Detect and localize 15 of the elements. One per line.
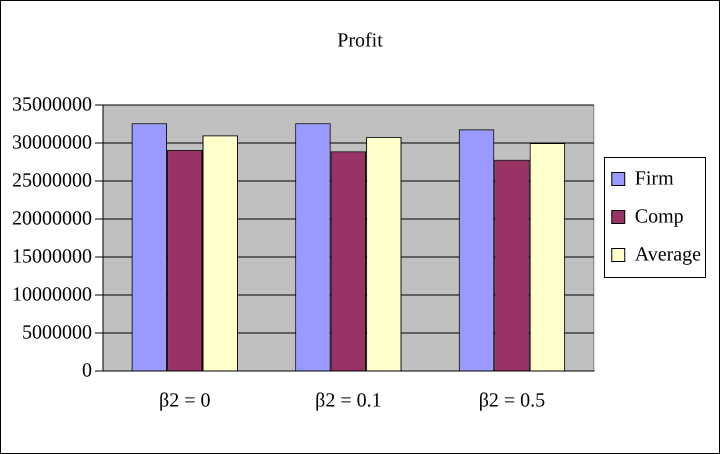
y-tick-label: 20000000 bbox=[12, 207, 92, 230]
x-tick-label: β2 = 0.5 bbox=[478, 389, 546, 412]
legend-label: Firm bbox=[634, 167, 674, 190]
x-tick-label: β2 = 0.1 bbox=[315, 389, 382, 412]
y-tick-label: 10000000 bbox=[12, 283, 92, 306]
y-tick-label: 30000000 bbox=[12, 131, 92, 154]
y-tick-label: 35000000 bbox=[12, 93, 92, 116]
chart-title: Profit bbox=[337, 29, 384, 52]
legend-label: Average bbox=[634, 243, 702, 266]
y-tick-label: 15000000 bbox=[12, 245, 92, 268]
y-tick-label: 25000000 bbox=[12, 169, 92, 192]
legend-label: Comp bbox=[634, 205, 684, 228]
x-tick-label: β2 = 0 bbox=[159, 389, 211, 412]
y-tick-label: 5000000 bbox=[22, 321, 92, 344]
y-tick-label: 0 bbox=[82, 359, 92, 382]
